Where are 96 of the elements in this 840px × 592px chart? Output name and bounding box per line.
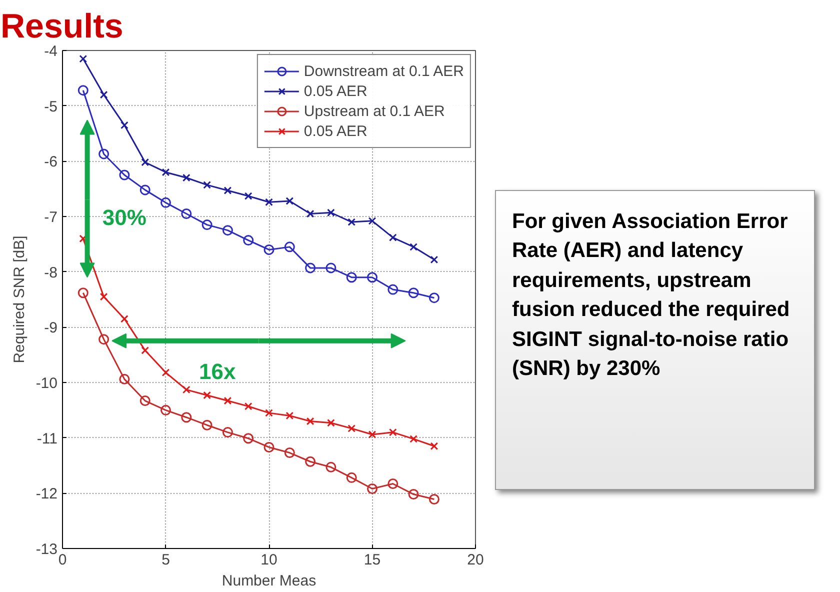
y-tick-label: -10 bbox=[36, 375, 58, 392]
point bbox=[284, 448, 295, 458]
point bbox=[141, 346, 150, 354]
point bbox=[78, 85, 88, 96]
y-axis-title: Required SNR [dB] bbox=[10, 236, 28, 364]
x-tick-label: 20 bbox=[467, 552, 484, 568]
point bbox=[265, 409, 273, 417]
point bbox=[408, 489, 419, 500]
point bbox=[368, 430, 376, 438]
point bbox=[182, 174, 190, 182]
point bbox=[286, 197, 294, 205]
x-tick-label: 10 bbox=[260, 552, 278, 568]
point bbox=[428, 494, 440, 504]
x-tick-label: 5 bbox=[162, 552, 170, 568]
point bbox=[222, 225, 233, 236]
point bbox=[367, 484, 378, 494]
point bbox=[119, 170, 130, 180]
point bbox=[162, 168, 170, 176]
point bbox=[264, 244, 274, 255]
point bbox=[388, 478, 398, 489]
point bbox=[244, 192, 252, 200]
point bbox=[224, 396, 232, 405]
point bbox=[388, 234, 397, 242]
point bbox=[305, 456, 316, 467]
y-tick-label: -4 bbox=[44, 43, 58, 60]
point bbox=[202, 220, 212, 230]
x-tick-label: 15 bbox=[364, 552, 381, 568]
point bbox=[305, 262, 316, 274]
point bbox=[243, 235, 254, 246]
legend-label: 0.05 AER bbox=[304, 122, 368, 140]
y-tick-label: -12 bbox=[36, 486, 58, 503]
y-tick-label: -7 bbox=[44, 209, 58, 226]
point bbox=[286, 412, 294, 420]
point bbox=[100, 90, 108, 99]
y-tick-label: -9 bbox=[44, 320, 58, 337]
point bbox=[410, 435, 418, 443]
point bbox=[120, 314, 128, 323]
annotation: 16x bbox=[199, 359, 236, 384]
point bbox=[181, 412, 192, 423]
point bbox=[388, 284, 398, 295]
point bbox=[120, 121, 128, 130]
point bbox=[348, 424, 356, 432]
point bbox=[140, 184, 150, 196]
y-tick-label: -8 bbox=[44, 264, 58, 282]
point bbox=[160, 197, 171, 208]
text: For given Association Error Rate (AER) and latency requirements, upstream fusion reduced the required SIGINT signal-to-noise ratio (SNR) by 230% bbox=[512, 209, 791, 382]
point bbox=[306, 417, 314, 426]
point bbox=[119, 374, 130, 384]
point bbox=[203, 391, 211, 400]
point bbox=[367, 272, 378, 283]
point bbox=[327, 418, 335, 427]
point bbox=[430, 442, 438, 450]
legend-label: 0.05 AER bbox=[304, 82, 368, 100]
point bbox=[368, 216, 376, 225]
point bbox=[181, 208, 192, 219]
x-axis-title: Number Meas bbox=[222, 572, 316, 590]
point bbox=[98, 148, 110, 160]
point bbox=[265, 198, 273, 206]
point bbox=[243, 433, 254, 444]
point bbox=[203, 181, 211, 189]
point bbox=[141, 158, 150, 166]
point bbox=[162, 368, 170, 376]
y-tick-label: -13 bbox=[36, 541, 58, 558]
point bbox=[348, 218, 356, 226]
point bbox=[78, 288, 88, 298]
point bbox=[160, 404, 171, 416]
annotation: 30% bbox=[102, 204, 146, 230]
point bbox=[430, 256, 438, 264]
point bbox=[222, 427, 233, 438]
point bbox=[98, 334, 110, 345]
chart-title: Results bbox=[0, 8, 124, 46]
point bbox=[326, 462, 336, 472]
point bbox=[79, 54, 88, 63]
point bbox=[284, 242, 295, 252]
point bbox=[326, 262, 336, 274]
point bbox=[346, 472, 357, 483]
point bbox=[244, 402, 252, 410]
point bbox=[327, 208, 335, 217]
point bbox=[182, 386, 190, 394]
point bbox=[410, 243, 418, 251]
point bbox=[224, 186, 232, 194]
legend-label: Upstream at 0.1 AER bbox=[304, 102, 445, 120]
x-tick-label: 0 bbox=[58, 552, 67, 568]
legend-label: Downstream at 0.1 AER bbox=[304, 62, 464, 80]
point bbox=[264, 442, 274, 452]
y-tick-label: -5 bbox=[44, 98, 58, 116]
point bbox=[388, 428, 397, 436]
point bbox=[428, 292, 440, 304]
y-tick-label: -11 bbox=[36, 430, 58, 448]
y-tick-label: -6 bbox=[44, 154, 58, 171]
point bbox=[140, 396, 150, 406]
point bbox=[306, 210, 314, 218]
point bbox=[100, 292, 108, 301]
point bbox=[202, 420, 212, 430]
point bbox=[346, 272, 357, 283]
point bbox=[408, 288, 419, 298]
